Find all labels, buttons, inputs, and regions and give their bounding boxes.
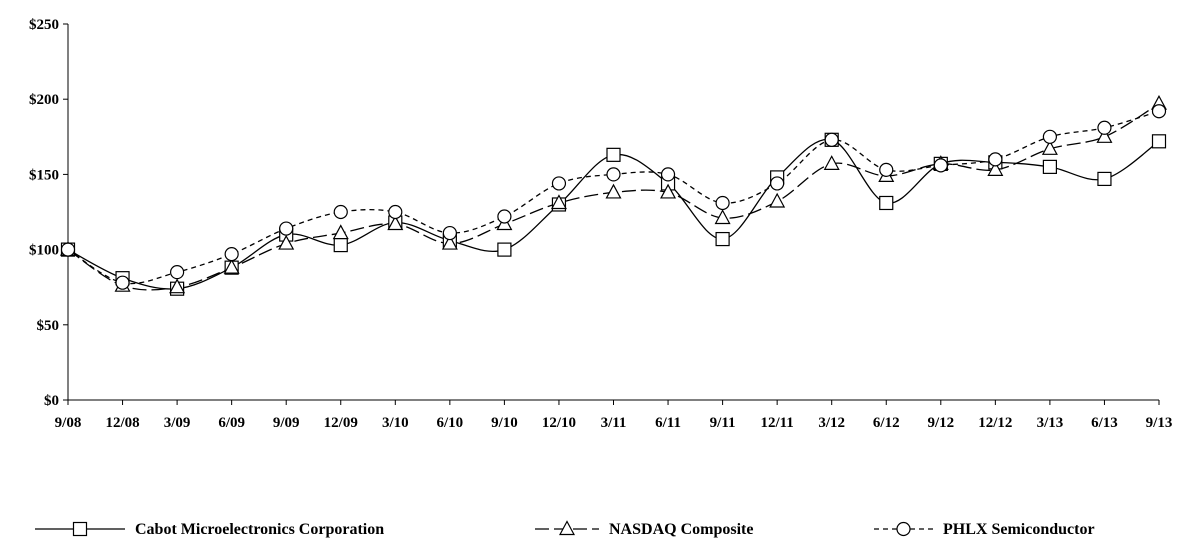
legend-label: Cabot Microelectronics Corporation: [135, 521, 384, 538]
data-point-nasdaq: [714, 209, 731, 225]
data-point-phlx: [1042, 129, 1058, 144]
legend-label: NASDAQ Composite: [609, 521, 753, 538]
axes: $0 $50 $100 $150 $200 $250 9/08 12/08 3/09 6/09 9/…: [29, 17, 1172, 431]
y-tick-label: $250: [29, 17, 59, 33]
y-tick-label: $50: [37, 318, 60, 334]
legend-label: PHLX Semiconductor: [943, 521, 1095, 538]
data-point-phlx: [770, 176, 785, 191]
data-point-cabot: [1151, 134, 1167, 149]
data-point-nasdaq: [332, 224, 349, 240]
x-tick-label: 3/10: [382, 415, 409, 431]
data-point-phlx: [1151, 104, 1167, 119]
data-point-nasdaq: [441, 234, 458, 250]
data-point-cabot: [715, 231, 730, 247]
x-tick-label: 9/09: [273, 415, 300, 431]
x-tick-label: 12/08: [105, 415, 139, 431]
y-tick-label: $150: [29, 167, 59, 183]
series-markers: [59, 94, 1168, 296]
x-tick-label: 9/12: [927, 415, 954, 431]
data-point-phlx: [1097, 120, 1112, 135]
data-point-cabot: [1097, 171, 1112, 187]
data-point-phlx: [442, 225, 457, 241]
data-point-phlx: [388, 204, 403, 220]
legend-marker: [558, 520, 576, 536]
legend-item-nasdaq: NASDAQ Composite: [535, 520, 753, 538]
data-point-phlx: [933, 158, 948, 173]
data-point-nasdaq: [1096, 128, 1113, 143]
x-tick-label: 12/09: [324, 415, 358, 431]
x-tick-label: 3/11: [601, 415, 627, 431]
data-point-nasdaq: [987, 161, 1004, 176]
x-tick-label: 6/12: [873, 415, 900, 431]
x-tick-label: 9/08: [55, 415, 82, 431]
data-point-nasdaq: [387, 215, 404, 231]
data-point-phlx: [224, 247, 239, 262]
x-tick-label: 6/11: [655, 415, 681, 431]
y-tick-label: $100: [29, 243, 59, 259]
data-point-cabot: [1042, 159, 1058, 174]
y-tick-label: $200: [29, 92, 59, 108]
data-point-nasdaq: [223, 258, 240, 274]
data-point-phlx: [988, 152, 1003, 167]
legend-marker: [896, 521, 911, 537]
data-point-phlx: [170, 265, 185, 280]
data-point-phlx: [824, 132, 839, 147]
x-tick-label: 9/11: [710, 415, 736, 431]
x-tick-label: 9/13: [1146, 415, 1173, 431]
x-tick-label: 12/11: [760, 415, 793, 431]
data-point-phlx: [497, 209, 512, 224]
x-tick-label: 6/13: [1091, 415, 1118, 431]
series-line-cabot: [67, 138, 1160, 290]
x-tick-label: 12/12: [978, 415, 1012, 431]
data-point-cabot: [333, 237, 348, 253]
data-point-phlx: [279, 221, 294, 236]
data-point-cabot: [497, 242, 512, 257]
x-tick-label: 9/10: [491, 415, 518, 431]
data-point-phlx: [115, 275, 130, 290]
x-tick-label: 6/10: [437, 415, 464, 431]
data-point-nasdaq: [169, 278, 186, 294]
data-point-cabot: [879, 195, 894, 211]
data-point-cabot: [606, 147, 621, 162]
data-point-phlx: [715, 195, 730, 211]
data-point-phlx: [333, 204, 348, 220]
data-point-nasdaq: [660, 183, 677, 199]
data-point-nasdaq: [278, 234, 295, 250]
legend-item-cabot: Cabot Microelectronics Corporation: [35, 521, 384, 538]
y-tick-label: $0: [44, 393, 59, 409]
data-point-nasdaq: [550, 194, 567, 210]
x-tick-label: 3/12: [818, 415, 845, 431]
data-point-phlx: [879, 162, 894, 177]
x-tick-label: 3/13: [1037, 415, 1064, 431]
data-point-nasdaq: [823, 155, 840, 170]
data-point-phlx: [660, 167, 676, 182]
data-point-nasdaq: [769, 192, 786, 208]
legend: Cabot Microelectronics Corporation NASDAQ…: [35, 520, 1095, 538]
data-point-nasdaq: [1041, 140, 1058, 155]
x-tick-label: 6/09: [218, 415, 245, 431]
legend-item-phlx: PHLX Semiconductor: [874, 521, 1095, 538]
data-point-phlx: [60, 242, 76, 257]
x-tick-label: 12/10: [542, 415, 576, 431]
x-tick-label: 3/09: [164, 415, 191, 431]
data-point-phlx: [551, 176, 567, 191]
data-point-phlx: [606, 167, 621, 182]
legend-marker: [72, 521, 88, 537]
data-point-nasdaq: [605, 183, 622, 199]
